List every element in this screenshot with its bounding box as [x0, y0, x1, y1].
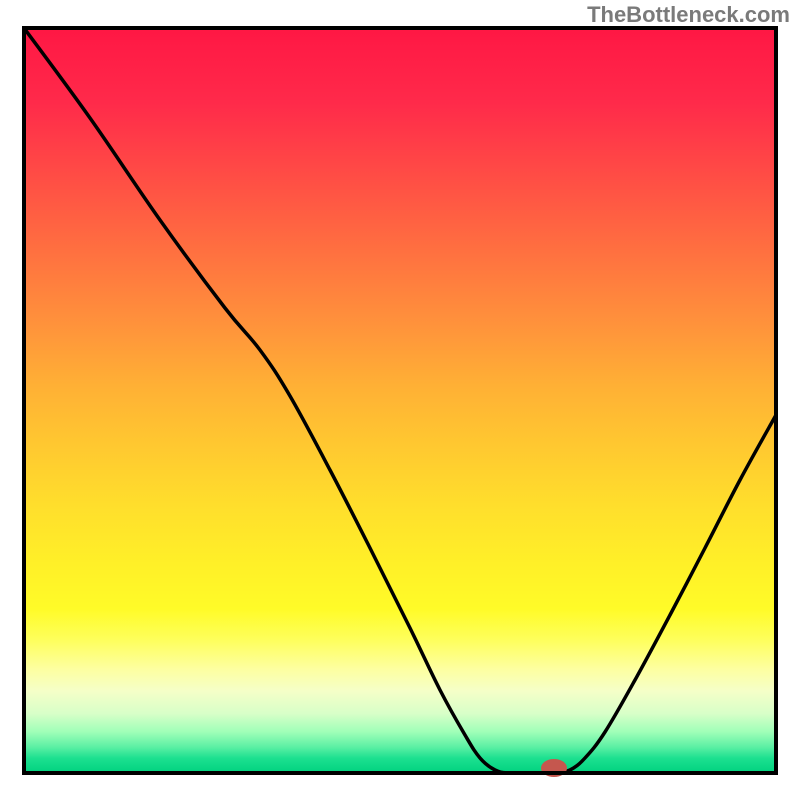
bottleneck-chart: TheBottleneck.com	[0, 0, 800, 800]
chart-container: TheBottleneck.com	[0, 0, 800, 800]
attribution-text: TheBottleneck.com	[587, 2, 790, 27]
gradient-background	[24, 28, 776, 773]
